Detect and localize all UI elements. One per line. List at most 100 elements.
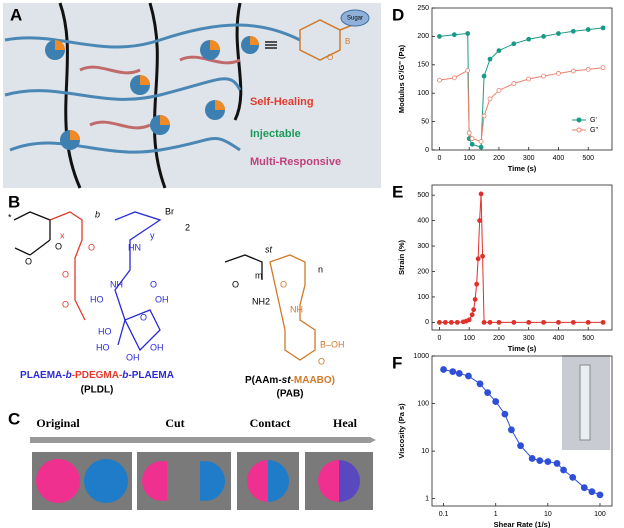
data-point xyxy=(600,65,606,71)
data-point xyxy=(455,370,463,377)
x-tick-label: 0 xyxy=(437,155,441,162)
data-point xyxy=(544,458,552,466)
y-axis-label: Strain (%) xyxy=(397,240,406,276)
x-tick-label: 200 xyxy=(493,155,505,162)
data-point xyxy=(556,31,561,36)
data-point xyxy=(496,87,502,93)
data-point xyxy=(451,75,457,81)
shape xyxy=(200,461,225,501)
name-part: b xyxy=(66,370,72,381)
data-point xyxy=(466,317,472,323)
atom: OH xyxy=(150,342,164,352)
data-point xyxy=(465,372,472,380)
data-point xyxy=(437,34,442,39)
y-tick-label: 250 xyxy=(417,5,429,12)
legend-label: G'' xyxy=(590,127,598,134)
shape xyxy=(84,459,128,503)
name-part: -PLAEMA xyxy=(128,370,174,381)
y-tick-label: 400 xyxy=(417,217,429,224)
x-axis-label: Time (s) xyxy=(508,164,537,173)
name-part: PLAEMA- xyxy=(20,370,66,381)
polymer-abbr: (PLDL) xyxy=(81,385,114,396)
shape xyxy=(268,460,289,502)
y-tick-label: 50 xyxy=(421,118,429,125)
atom: HO xyxy=(96,342,110,352)
y-tick-label: 300 xyxy=(417,243,429,250)
atom: HO xyxy=(90,294,104,304)
data-point xyxy=(600,25,606,31)
atom: OH xyxy=(126,352,140,362)
data-point xyxy=(487,319,493,325)
data-point xyxy=(487,96,493,102)
atom: O xyxy=(62,269,69,279)
x-tick-label: 200 xyxy=(493,335,505,342)
data-point xyxy=(511,319,517,325)
shape xyxy=(160,115,170,125)
panel-label: D xyxy=(392,5,404,24)
shape xyxy=(30,437,376,443)
atom: m xyxy=(255,270,263,280)
data-point xyxy=(469,312,475,318)
step: Heal xyxy=(333,416,358,430)
data-point xyxy=(472,297,478,302)
data-point xyxy=(541,34,546,39)
x-tick-label: 1 xyxy=(494,511,498,518)
panel-label: F xyxy=(392,353,402,372)
atom: O xyxy=(62,299,69,309)
data-point xyxy=(526,36,532,42)
shape xyxy=(13,211,51,240)
data-point xyxy=(600,319,606,325)
y-tick-label: 0 xyxy=(425,319,429,326)
icon-label: B xyxy=(345,37,350,46)
plot-frame xyxy=(431,7,613,151)
data-point xyxy=(528,455,536,462)
data-point xyxy=(556,319,561,325)
shape xyxy=(114,211,162,346)
shape xyxy=(4,77,242,101)
atom: NH2 xyxy=(252,296,270,306)
data-point xyxy=(560,466,567,474)
data-point xyxy=(526,76,532,82)
x-tick-label: 100 xyxy=(463,155,475,162)
data-point xyxy=(437,319,442,325)
x-axis-label: Time (s) xyxy=(508,344,537,353)
panel-label: B xyxy=(8,192,20,211)
shape xyxy=(36,459,80,503)
x-tick-label: 400 xyxy=(553,335,565,342)
data-point xyxy=(481,113,487,119)
data-point xyxy=(478,191,484,197)
shape xyxy=(124,309,161,352)
structure-pab xyxy=(224,254,316,361)
data-point xyxy=(481,319,487,325)
data-point xyxy=(448,319,454,325)
data-point xyxy=(570,28,576,34)
polymer-name: P(AAm-st-MAABO) xyxy=(245,375,335,386)
step: Original xyxy=(36,416,80,430)
shape xyxy=(318,460,339,502)
data-point xyxy=(477,218,483,224)
y-axis-label: Viscosity (Pa s) xyxy=(397,403,406,459)
series-line xyxy=(439,67,604,143)
name-part: -MAABO) xyxy=(291,375,335,386)
data-point xyxy=(451,32,457,38)
data-point xyxy=(511,81,517,86)
atom: y xyxy=(150,230,155,240)
x-tick-label: 400 xyxy=(553,155,565,162)
icon-label: Sugar xyxy=(347,16,363,22)
data-point xyxy=(492,398,500,405)
data-point xyxy=(585,66,591,72)
shape xyxy=(142,461,167,501)
y-tick-label: 100 xyxy=(417,400,429,407)
photos xyxy=(30,437,376,510)
y-tick-label: 1 xyxy=(425,495,429,502)
data-point xyxy=(511,41,517,47)
atom: O xyxy=(318,356,325,366)
atom: O xyxy=(150,279,157,289)
data-point xyxy=(588,488,596,496)
x-tick-label: 100 xyxy=(594,511,606,518)
shape xyxy=(58,2,82,189)
series-line xyxy=(439,193,604,323)
atom: NH xyxy=(110,279,123,289)
